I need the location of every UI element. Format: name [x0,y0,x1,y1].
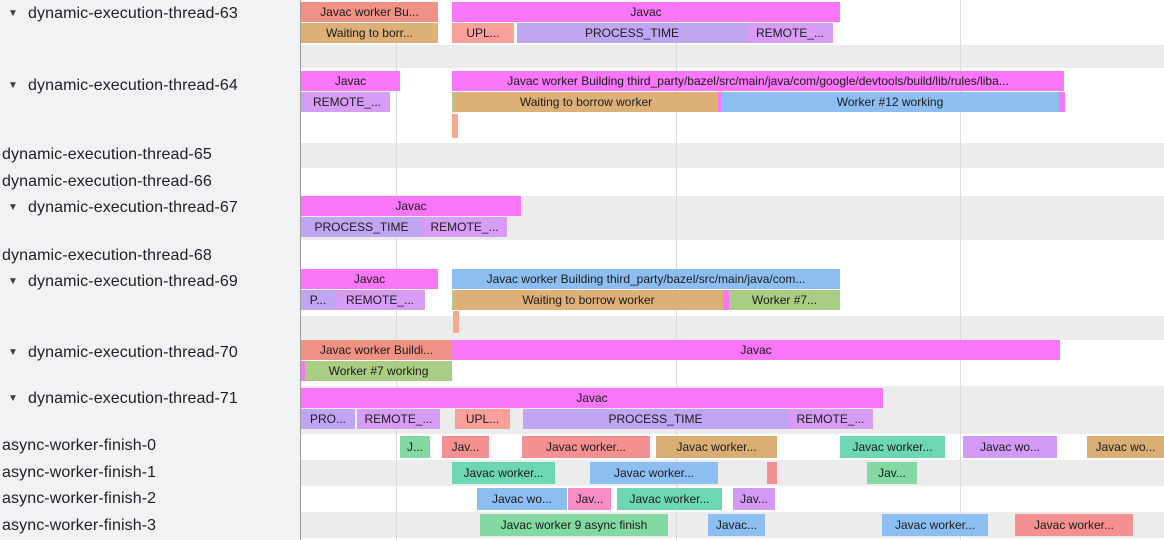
slice-fragment[interactable] [767,462,777,484]
panel-divider [300,0,301,540]
track-background-band [300,45,1164,68]
slice[interactable]: Javac wo... [1087,436,1164,458]
slice[interactable]: Waiting to borrow worker [454,92,718,112]
thread-label[interactable]: dynamic-execution-thread-71 [28,390,238,407]
thread-row: ▼ dynamic-execution-thread-69 [0,273,328,291]
slice[interactable]: Javac worker... [617,488,722,510]
slice[interactable]: Jav... [568,488,611,510]
slice[interactable]: Javac [452,2,840,22]
track-background-band [300,316,1164,340]
thread-label[interactable]: async-worker-finish-0 [2,437,157,454]
thread-row: dynamic-execution-thread-68 [0,247,302,265]
slice[interactable]: Javac [301,388,883,408]
thread-list-panel: ▼ dynamic-execution-thread-63 ▼ dynamic-exe… [0,0,300,540]
timeline-panel: Javac worker Bu... Javac Waiting to borr..… [300,0,1164,540]
thread-row: ▼ dynamic-execution-thread-71 [0,390,328,408]
thread-row: async-worker-finish-1 [0,464,302,482]
slice[interactable]: Javac worker... [882,514,988,536]
slice[interactable]: PRO... [301,409,355,429]
slice[interactable]: Javac worker... [452,462,555,484]
thread-label[interactable]: dynamic-execution-thread-63 [28,5,238,22]
slice[interactable]: Worker #7 working [305,361,452,381]
slice-fragment[interactable] [723,290,729,310]
thread-row: async-worker-finish-2 [0,490,302,508]
thread-label[interactable]: async-worker-finish-2 [2,490,157,507]
slice[interactable]: Javac wo... [963,436,1057,458]
slice-fragment[interactable] [1059,92,1065,112]
expander-triangle-icon[interactable]: ▼ [8,347,18,358]
thread-label[interactable]: async-worker-finish-1 [2,464,157,481]
thread-row: ▼ dynamic-execution-thread-64 [0,77,328,95]
thread-row: dynamic-execution-thread-66 [0,173,302,191]
slice[interactable]: Jav... [733,488,775,510]
thread-label[interactable]: dynamic-execution-thread-65 [2,146,212,163]
slice[interactable]: Javac worker... [522,436,650,458]
thread-label[interactable]: dynamic-execution-thread-68 [2,247,212,264]
thread-row: ▼ dynamic-execution-thread-63 [0,5,328,23]
expander-triangle-icon[interactable]: ▼ [8,80,18,91]
thread-row: ▼ dynamic-execution-thread-67 [0,199,328,217]
slice[interactable]: Javac worker... [590,462,718,484]
thread-row: async-worker-finish-0 [0,437,302,455]
slice[interactable]: Worker #12 working [721,92,1059,112]
slice[interactable]: Javac worker... [840,436,945,458]
expander-triangle-icon[interactable]: ▼ [8,276,18,287]
slice[interactable]: UPL... [452,23,514,43]
slice-fragment[interactable] [301,361,307,381]
slice[interactable]: REMOTE_... [335,290,425,310]
expander-triangle-icon[interactable]: ▼ [8,393,18,404]
slice[interactable]: J... [400,436,430,458]
slice[interactable]: UPL... [455,409,510,429]
slice[interactable]: Waiting to borr... [301,23,438,43]
thread-label[interactable]: dynamic-execution-thread-69 [28,273,238,290]
expander-triangle-icon[interactable]: ▼ [8,8,18,19]
slice[interactable]: Javac wo... [477,488,567,510]
thread-label[interactable]: dynamic-execution-thread-64 [28,77,238,94]
slice[interactable]: Worker #7... [729,290,840,310]
slice[interactable]: Javac worker... [656,436,777,458]
instant-marker[interactable] [453,311,459,333]
slice[interactable]: Javac worker 9 async finish [480,514,668,536]
track-background-band [300,460,1164,486]
slice[interactable]: Javac worker Bu... [301,2,438,22]
thread-row: ▼ dynamic-execution-thread-70 [0,344,328,362]
thread-row: async-worker-finish-3 [0,517,302,535]
thread-label[interactable]: dynamic-execution-thread-66 [2,173,212,190]
slice[interactable]: Javac... [708,514,765,536]
slice[interactable]: REMOTE_... [788,409,873,429]
thread-label[interactable]: dynamic-execution-thread-70 [28,344,238,361]
thread-row: dynamic-execution-thread-65 [0,146,302,164]
slice[interactable]: Javac [301,269,438,289]
slice[interactable]: Javac [301,196,521,216]
thread-label[interactable]: async-worker-finish-3 [2,517,157,534]
slice[interactable]: REMOTE_... [357,409,440,429]
slice[interactable]: PROCESS_TIME [523,409,788,429]
slice[interactable]: REMOTE_... [747,23,833,43]
thread-label[interactable]: dynamic-execution-thread-67 [28,199,238,216]
slice[interactable]: Javac [452,340,1060,360]
slice[interactable]: Javac [301,71,400,91]
expander-triangle-icon[interactable]: ▼ [8,202,18,213]
slice[interactable]: PROCESS_TIME [301,217,422,237]
slice[interactable]: Jav... [442,436,489,458]
slice[interactable]: Waiting to borrow worker [454,290,723,310]
slice[interactable]: Javac worker Building third_party/bazel/… [452,269,840,289]
slice[interactable]: Javac worker Building third_party/bazel/… [452,71,1064,91]
slice[interactable]: P... [301,290,335,310]
slice[interactable]: PROCESS_TIME [517,23,747,43]
slice[interactable]: Javac worker Buildi... [301,340,452,360]
slice[interactable]: REMOTE_... [304,92,390,112]
track-background-band [300,143,1164,168]
slice[interactable]: Jav... [867,462,917,484]
instant-marker[interactable] [452,114,458,138]
gridline [960,0,961,540]
slice[interactable]: Javac worker... [1015,514,1133,536]
slice[interactable]: REMOTE_... [422,217,507,237]
